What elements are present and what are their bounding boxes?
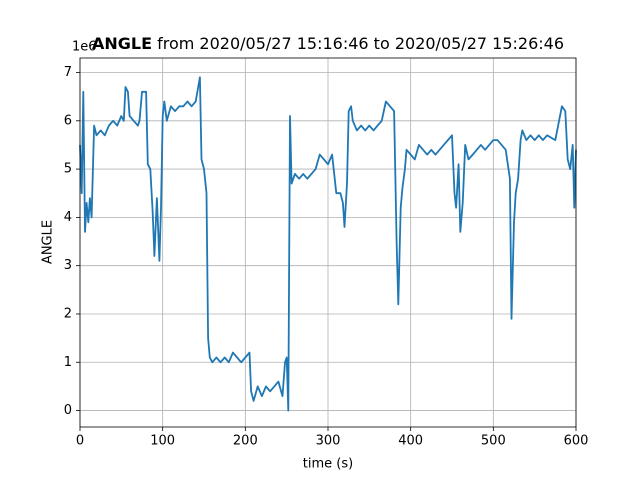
y-tick-label: 4: [64, 210, 72, 225]
title-rest: from 2020/05/27 15:16:46 to 2020/05/27 1…: [157, 34, 564, 53]
x-axis-label: time (s): [303, 457, 353, 472]
y-tick-label: 0: [64, 403, 72, 418]
x-tick-label: 300: [316, 434, 341, 449]
y-tick-label: 6: [64, 113, 72, 128]
title-bold: ANGLE: [92, 34, 152, 53]
y-tick-label: 5: [64, 162, 72, 177]
y-tick-label: 7: [64, 65, 72, 80]
y-tick-label: 2: [64, 306, 72, 321]
y-axis-label: ANGLE: [41, 220, 56, 264]
plot-frame: [79, 57, 577, 428]
x-tick-label: 200: [233, 434, 258, 449]
offset-text: 1e6: [72, 40, 97, 55]
chart-title: ANGLE from 2020/05/27 15:16:46 to 2020/0…: [92, 34, 564, 53]
x-tick-label: 100: [150, 434, 175, 449]
y-tick-label: 3: [64, 258, 72, 273]
y-tick-label: 1: [64, 355, 72, 370]
x-tick-label: 600: [564, 434, 589, 449]
x-tick-label: 0: [76, 434, 84, 449]
x-tick-label: 400: [398, 434, 423, 449]
series-line: [79, 76, 577, 412]
x-tick-label: 500: [481, 434, 506, 449]
